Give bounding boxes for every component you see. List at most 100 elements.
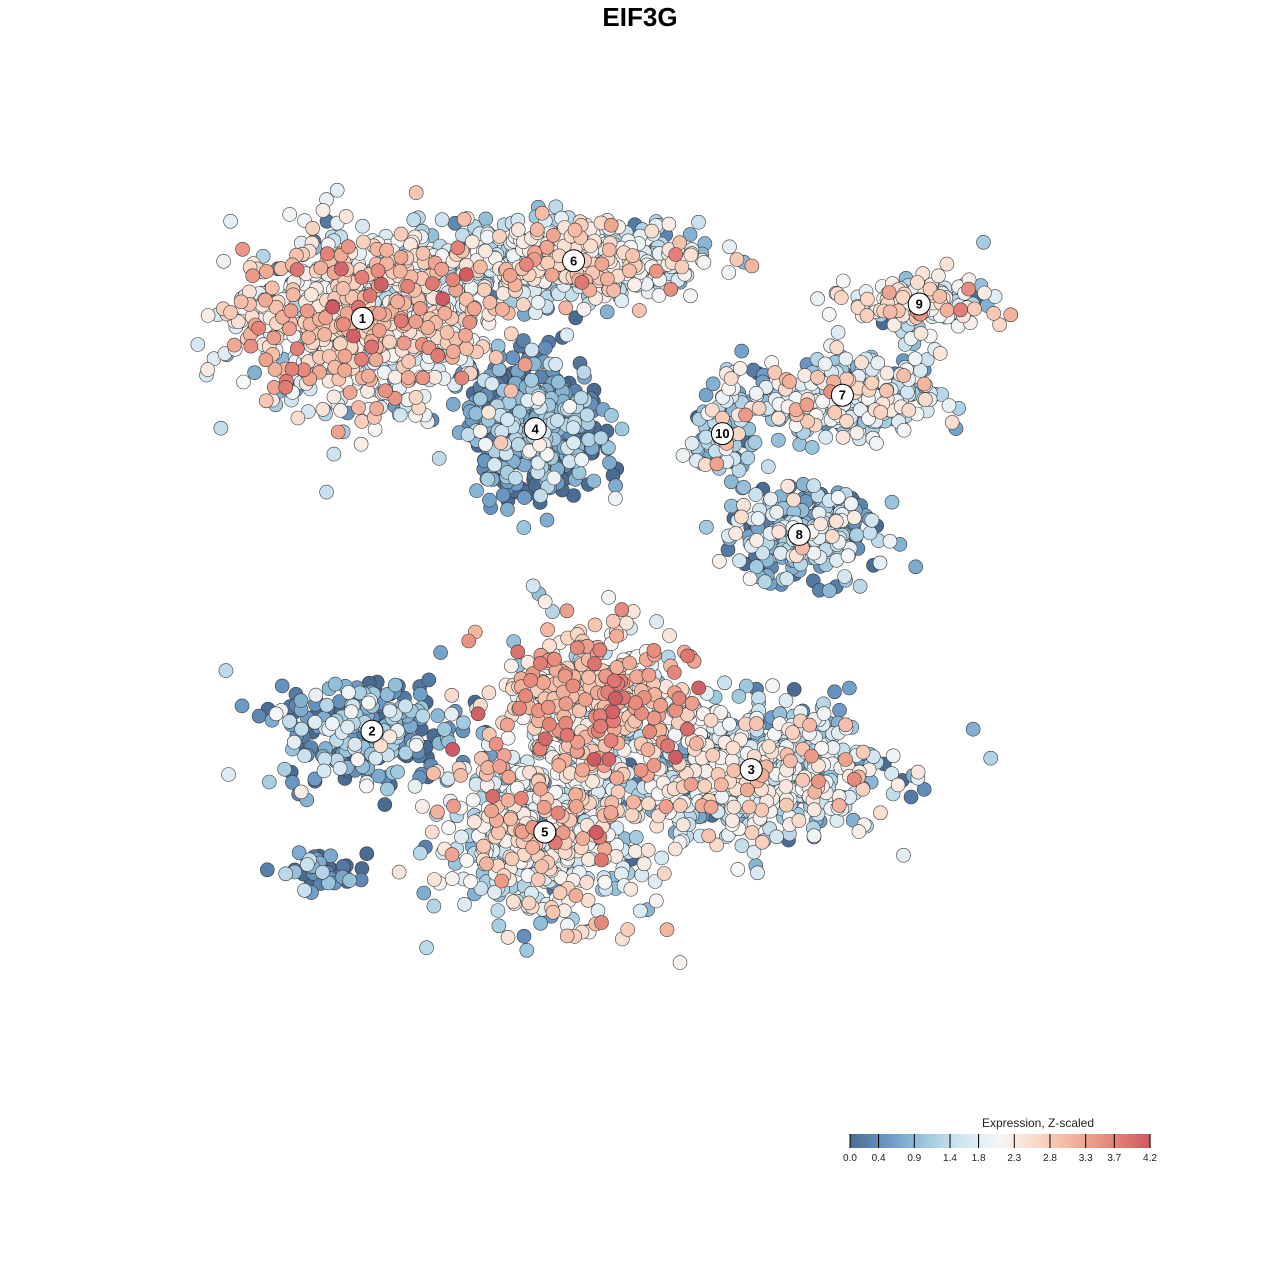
data-point — [494, 873, 510, 889]
data-point — [931, 268, 946, 284]
data-point — [640, 842, 656, 858]
data-point — [739, 782, 755, 798]
data-point — [804, 748, 819, 764]
data-point — [390, 294, 405, 310]
data-point — [332, 760, 348, 776]
data-point — [243, 338, 259, 354]
data-point — [251, 320, 266, 336]
data-point — [573, 390, 589, 406]
data-point — [398, 698, 413, 714]
data-point — [881, 285, 897, 300]
cluster-label-8: 8 — [787, 522, 811, 546]
data-point — [355, 234, 371, 250]
data-point — [663, 281, 679, 297]
data-point — [854, 355, 869, 370]
data-point — [751, 400, 767, 416]
cluster-label-4: 4 — [523, 417, 547, 441]
data-point — [478, 243, 493, 259]
data-point — [734, 838, 750, 854]
data-point — [454, 829, 469, 845]
data-point — [576, 301, 592, 317]
data-point — [516, 333, 531, 348]
data-point — [625, 248, 640, 263]
data-point — [491, 825, 506, 840]
data-point — [368, 352, 384, 368]
data-point — [671, 691, 687, 706]
data-point — [441, 820, 457, 836]
legend-tick-label: 0.4 — [872, 1153, 886, 1164]
data-point — [190, 337, 206, 352]
data-point — [771, 432, 786, 448]
data-point — [575, 762, 590, 778]
data-point — [662, 628, 677, 643]
data-point — [869, 435, 884, 451]
data-point — [503, 326, 519, 342]
data-point — [524, 372, 539, 388]
data-point — [913, 326, 929, 341]
data-point — [666, 665, 682, 680]
data-point — [967, 301, 982, 317]
data-point — [396, 335, 412, 351]
data-point — [725, 740, 741, 756]
data-point — [492, 759, 508, 774]
cluster-label-text: 6 — [570, 253, 577, 268]
data-point — [326, 446, 342, 462]
data-point — [751, 690, 766, 706]
data-point — [799, 397, 815, 413]
data-point — [884, 494, 900, 510]
data-point — [786, 492, 801, 508]
data-point — [510, 222, 526, 237]
data-point — [537, 340, 553, 356]
data-point — [742, 571, 758, 587]
data-point — [297, 748, 312, 764]
data-point — [335, 281, 351, 296]
data-point — [456, 212, 472, 227]
data-point — [675, 817, 691, 833]
data-point — [684, 436, 700, 451]
data-point — [641, 796, 656, 812]
data-point — [289, 341, 305, 357]
data-point — [531, 391, 546, 406]
cluster-label-7: 7 — [830, 383, 854, 407]
data-point — [579, 875, 595, 890]
data-point — [701, 828, 717, 844]
data-point — [680, 648, 695, 664]
data-point — [797, 368, 813, 383]
data-point — [738, 678, 754, 694]
data-point — [674, 259, 690, 275]
data-point — [730, 862, 746, 877]
cluster-label-text: 5 — [541, 825, 548, 840]
data-point — [521, 895, 537, 911]
data-point — [223, 214, 238, 229]
data-point — [319, 246, 335, 261]
legend-tick-label: 2.8 — [1043, 1153, 1057, 1164]
data-point — [233, 294, 249, 310]
data-point — [626, 794, 641, 810]
data-point — [726, 763, 742, 778]
data-point — [599, 304, 615, 320]
data-point — [608, 491, 623, 506]
data-point — [393, 226, 409, 242]
data-point — [407, 778, 423, 794]
data-point — [593, 718, 608, 734]
data-point — [722, 239, 737, 255]
cluster-label-text: 3 — [748, 762, 755, 777]
data-point — [476, 838, 491, 854]
data-point — [434, 261, 450, 277]
data-point — [769, 504, 785, 520]
data-point — [341, 685, 356, 700]
data-point — [308, 687, 324, 703]
data-point — [593, 430, 609, 446]
data-point — [713, 777, 729, 793]
data-point — [408, 737, 424, 753]
data-point — [377, 797, 393, 812]
data-point — [500, 792, 516, 808]
data-point — [354, 351, 369, 367]
data-point — [806, 828, 822, 844]
data-point — [525, 840, 540, 855]
data-point — [839, 413, 854, 429]
data-point — [749, 559, 764, 575]
data-point — [578, 692, 593, 707]
data-point — [840, 548, 856, 564]
data-point — [504, 851, 520, 867]
